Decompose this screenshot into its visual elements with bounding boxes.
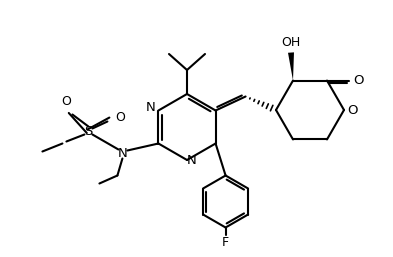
Text: O: O — [116, 111, 125, 124]
Text: S: S — [84, 125, 93, 138]
Text: F: F — [222, 236, 229, 249]
Text: N: N — [187, 153, 197, 167]
Text: O: O — [353, 74, 363, 87]
Text: N: N — [145, 101, 155, 114]
Text: N: N — [118, 147, 127, 160]
Text: O: O — [348, 104, 358, 116]
Text: OH: OH — [281, 36, 301, 49]
Text: O: O — [61, 95, 72, 108]
Polygon shape — [288, 52, 294, 80]
